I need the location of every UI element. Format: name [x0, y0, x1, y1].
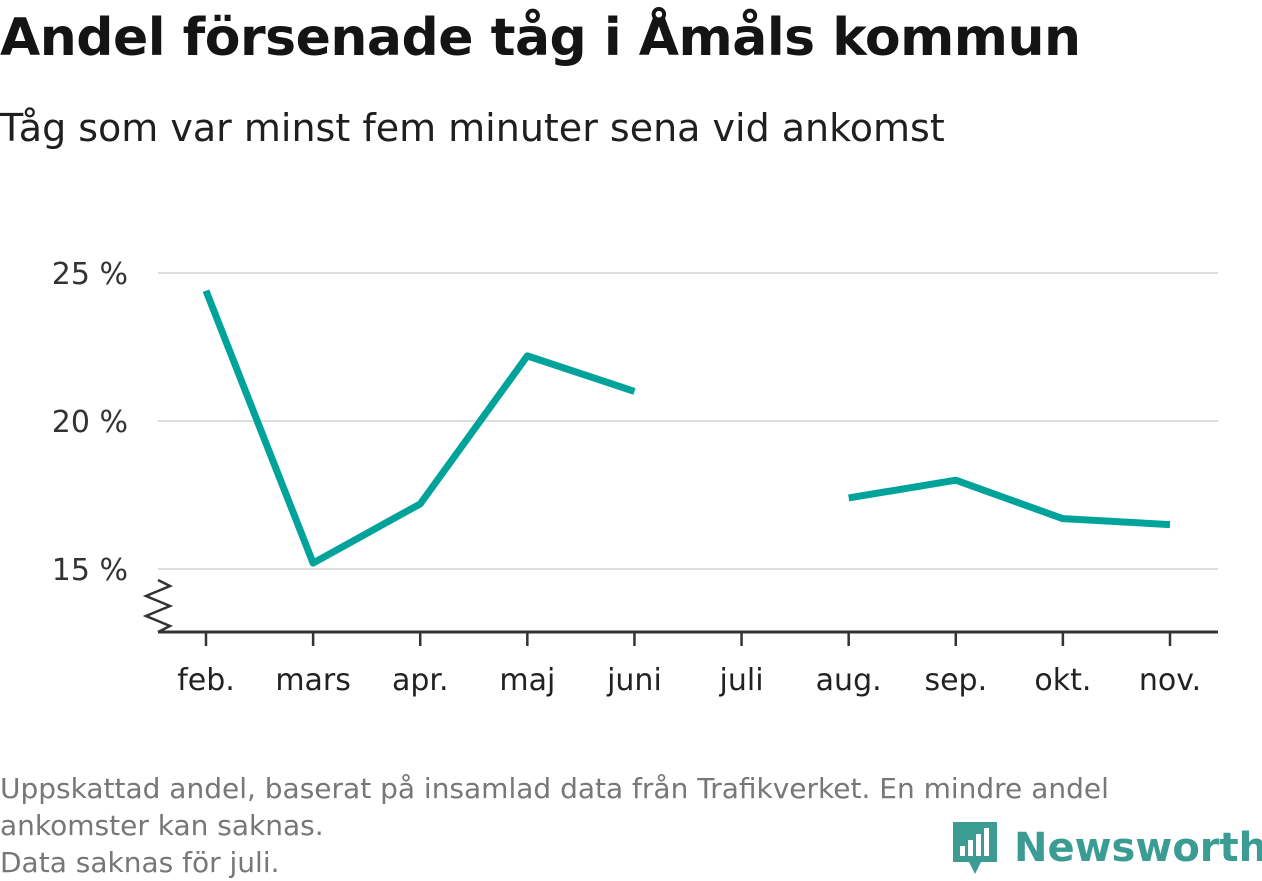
gridlines [158, 272, 1218, 570]
x-tick-label: juni [606, 663, 662, 698]
y-tick-label: 25 % [52, 257, 128, 292]
x-tick-label: apr. [392, 663, 449, 698]
x-tick-label: aug. [816, 663, 882, 698]
x-axis [142, 578, 1218, 646]
x-tick-label: okt. [1034, 663, 1091, 698]
x-tick-label: feb. [177, 663, 235, 698]
x-tick-label: nov. [1139, 663, 1201, 698]
y-tick-label: 20 % [52, 405, 128, 440]
footnote: Uppskattad andel, baserat på insamlad da… [0, 770, 1250, 881]
chart-subtitle: Tåg som var minst fem minuter sena vid a… [0, 106, 945, 150]
series-line-segment [848, 476, 1171, 529]
footnote-line-1: Uppskattad andel, baserat på insamlad da… [0, 772, 1109, 842]
footnote-line-2: Data saknas för juli. [0, 846, 280, 879]
x-tick-label: mars [275, 663, 351, 698]
y-tick-labels: 15 % 20 % 25 % [52, 257, 128, 588]
bar-chart-speech-bubble-icon [953, 822, 997, 874]
brand-name: Newsworthy [1014, 825, 1262, 871]
data-series [202, 289, 1171, 567]
x-tick-labels: feb. mars apr. maj juni juli aug. sep. okt. nov. [177, 663, 1201, 698]
series-line-segment [202, 289, 636, 567]
chart-title: Andel försenade tåg i Åmåls kommun [0, 8, 1081, 68]
x-tick-label: juli [719, 663, 764, 698]
axis-break-icon [142, 578, 174, 634]
y-tick-label: 15 % [52, 553, 128, 588]
newsworthy-logo: Newsworthy [950, 818, 1262, 878]
x-tick-label: sep. [924, 663, 987, 698]
x-tick-label: maj [499, 663, 555, 698]
